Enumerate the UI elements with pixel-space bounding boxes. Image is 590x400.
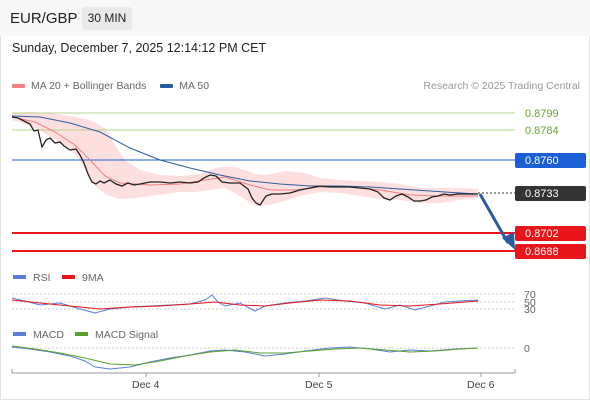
ma20-line: [11, 116, 478, 197]
price-label-text: 0.8799: [525, 108, 559, 120]
macd-label-0: 0: [524, 343, 530, 355]
price-series: [11, 116, 478, 206]
rsi-label-70: 70: [524, 289, 536, 301]
time-label-dec4: Dec 4: [132, 379, 160, 391]
forecast-arrow-line: [478, 193, 510, 244]
symbol-title: EUR/GBP: [10, 10, 78, 27]
ma9-line: [11, 299, 479, 310]
rsi-line: [11, 294, 479, 314]
credit-text: Research © 2025 Trading Central: [423, 80, 580, 92]
time-label-dec6: Dec 6: [467, 379, 495, 391]
time-label-dec5: Dec 5: [305, 379, 333, 391]
timeframe-button[interactable]: 30 MIN: [82, 7, 132, 30]
chart-header: EUR/GBP 30 MIN: [0, 0, 590, 36]
rsi-legend: RSI 9MA: [13, 272, 104, 284]
rsi-legend-label: RSI: [33, 272, 51, 284]
ma50-legend-label: MA 50: [179, 80, 210, 92]
macd-legend-label: MACD: [33, 329, 64, 341]
ma50-line: [11, 115, 479, 195]
macd-line: [11, 346, 479, 370]
price-label-0.8760: 0.8760: [515, 153, 586, 168]
rsi-label-50: 50: [524, 297, 536, 309]
macd-signal-line: [11, 345, 479, 366]
price-label-0.8688: 0.8688: [515, 244, 586, 259]
chart-datetime: Sunday, December 7, 2025 12:14:12 PM CET: [12, 41, 267, 55]
price-label-0.8702: 0.8702: [515, 226, 586, 241]
price-label-text: 0.8702: [525, 228, 559, 240]
ma20-legend-label: MA 20 + Bollinger Bands: [31, 80, 147, 92]
forecast-arrow-head: [502, 232, 515, 250]
price-label-0.8784: 0.8784: [525, 125, 559, 137]
price-label-0.8799: 0.8799: [525, 108, 559, 120]
ma20-swatch: [12, 84, 25, 88]
macd-signal-legend-label: MACD Signal: [95, 329, 158, 341]
price-label-text: 0.8784: [525, 125, 559, 137]
rsi-axis-labels: 70 50 30: [524, 289, 536, 316]
main-legend: MA 20 + Bollinger Bands MA 50: [12, 80, 209, 92]
macd-legend: MACD MACD Signal: [13, 329, 158, 341]
rsi-label-30: 30: [524, 304, 536, 316]
price-label-text: 0.8760: [525, 155, 559, 167]
ma50-swatch: [160, 84, 174, 88]
ma9-legend-label: 9MA: [82, 272, 104, 284]
price-label-text: 0.8688: [525, 246, 559, 258]
price-label-text: 0.8733: [525, 188, 559, 200]
price-label-0.8733: 0.8733: [515, 186, 586, 201]
